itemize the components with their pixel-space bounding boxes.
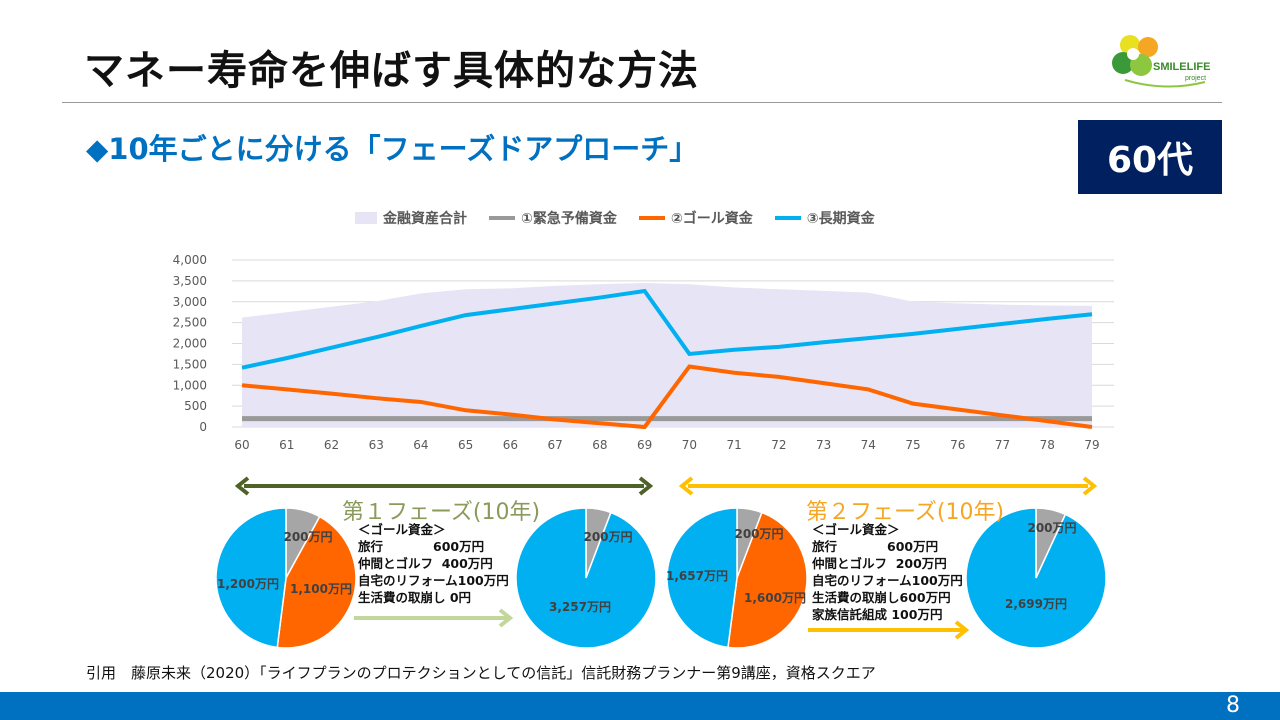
x-tick-label: 75 [905, 438, 920, 452]
phase1-pie-after-slice-label: 3,257万円 [549, 600, 611, 614]
phase1-pie-before-slice [215, 507, 287, 649]
y-tick-label: 3,000 [173, 295, 207, 309]
x-tick-label: 78 [1040, 438, 1055, 452]
line-chart: 0 500 1,000 1,500 2,000 2,500 3,000 3,500 4,000 6… [173, 253, 1114, 452]
x-tick-label: 62 [324, 438, 339, 452]
legend-label: ①緊急予備資金 [521, 211, 617, 227]
x-tick-label: 71 [726, 438, 741, 452]
series-line-3 [241, 288, 1093, 370]
x-tick-label: 67 [548, 438, 563, 452]
divider [62, 102, 1222, 103]
phase1-pie-before-slice-label: 1,100万円 [290, 582, 352, 596]
phase1-pie-after-slice-label: 200万円 [583, 530, 632, 544]
x-tick-label: 74 [861, 438, 876, 452]
y-tick-label: 1,500 [173, 357, 207, 371]
x-tick-label: 63 [369, 438, 384, 452]
x-tick-label: 79 [1084, 438, 1099, 452]
phase1-pie-before-slice-label: 1,200万円 [217, 577, 279, 591]
y-tick-label: 2,000 [173, 337, 207, 351]
phase2-goal-list: ＜ゴール資金＞ 旅行 600万円 仲間とゴルフ 200万円 自宅のリフォーム10… [812, 522, 963, 622]
legend-item: ③長期資金 [774, 208, 875, 228]
phase1-goal-list: ＜ゴール資金＞ 旅行 600万円 仲間とゴルフ 400万円 自宅のリフォーム10… [358, 522, 509, 605]
svg-text:SMILELIFE: SMILELIFE [1153, 61, 1210, 73]
x-tick-label: 76 [950, 438, 965, 452]
page-number: 8 [1226, 693, 1240, 718]
x-tick-label: 73 [816, 438, 831, 452]
phase2-pie-after-slice-label: 200万円 [1027, 521, 1076, 535]
svg-text:project: project [1185, 75, 1206, 82]
page-title: マネー寿命を伸ばす具体的な方法 [84, 48, 699, 94]
footer-bar [0, 692, 1280, 720]
phase1-pie-after-slice [515, 507, 657, 649]
subtitle: ◆10年ごとに分ける「フェーズドアプローチ」 [86, 132, 699, 166]
y-tick-label: 0 [199, 420, 207, 434]
smilelife-logo: SMILELIFE project [1112, 35, 1210, 88]
chart-legend: 金融資産合計 ①緊急予備資金 ②ゴール資金 ③長期資金 [355, 208, 875, 228]
phase2-pie-before-slice [727, 511, 808, 649]
series-area-total [242, 282, 1092, 427]
phase1-pie-before-slice [276, 515, 357, 649]
phase2-pie-before-slice-label: 1,600万円 [744, 591, 806, 605]
x-tick-label: 65 [458, 438, 473, 452]
y-tick-label: 500 [184, 399, 207, 413]
x-tick-label: 69 [637, 438, 652, 452]
citation: 引用 藤原未来（2020）「ライフプランのプロテクションとしての信託」信託財務プ… [86, 664, 876, 682]
x-tick-label: 68 [592, 438, 607, 452]
legend-item: 金融資産合計 [355, 208, 467, 228]
x-tick-label: 77 [995, 438, 1010, 452]
y-tick-label: 3,500 [173, 274, 207, 288]
age-badge: 60代 [1078, 120, 1222, 194]
x-tick-label: 60 [234, 438, 249, 452]
series-line-2 [241, 364, 1093, 430]
x-tick-label: 61 [279, 438, 294, 452]
legend-label: 金融資産合計 [383, 211, 467, 227]
phase1-pie-before-slice-label: 200万円 [283, 530, 332, 544]
phase2-pie-before-slice-label: 200万円 [734, 527, 783, 541]
phase2-pie-before-slice-label: 1,657万円 [666, 569, 728, 583]
y-tick-label: 2,500 [173, 316, 207, 330]
x-tick-label: 64 [413, 438, 428, 452]
legend-item: ①緊急予備資金 [489, 208, 617, 228]
x-tick-label: 70 [682, 438, 697, 452]
phase2-pie-before-slice [666, 507, 738, 649]
phase2-pie-after-slice-label: 2,699万円 [1005, 597, 1067, 611]
phase1-label: 第１フェーズ(10年) [342, 500, 541, 525]
phase2-pie-after-slice [965, 507, 1107, 649]
phase-section: 200万円 1,100万円 1,200万円 200万円 3,257万円 200万円 1,60… [215, 476, 1107, 649]
x-tick-label: 72 [771, 438, 786, 452]
y-tick-label: 1,000 [173, 378, 207, 392]
legend-item: ②ゴール資金 [638, 208, 753, 228]
legend-label: ③長期資金 [806, 211, 875, 227]
legend-label: ②ゴール資金 [670, 211, 753, 227]
x-tick-label: 66 [503, 438, 518, 452]
y-tick-label: 4,000 [173, 253, 207, 267]
phase2-label: 第２フェーズ(10年) [806, 500, 1005, 525]
